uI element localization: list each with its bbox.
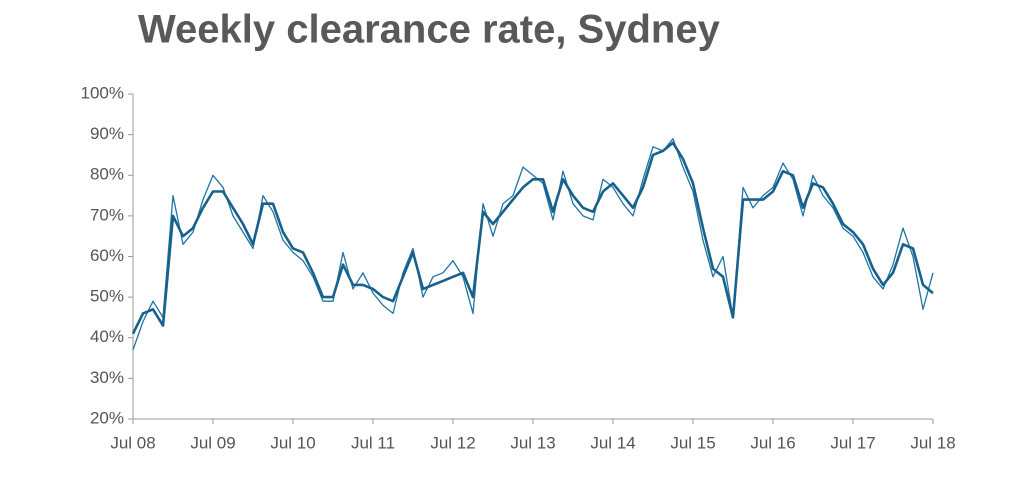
y-tick-label: 60% (90, 246, 124, 265)
x-tick-label: Jul 08 (110, 433, 155, 452)
series-line (131, 141, 934, 335)
x-tick-label: Jul 17 (830, 433, 875, 452)
x-tick-label: Jul 12 (430, 433, 475, 452)
x-tick-label: Jul 18 (910, 433, 955, 452)
y-tick-label: 80% (90, 165, 124, 184)
y-tick-label: 100% (81, 83, 124, 102)
y-tick-label: 30% (90, 368, 124, 387)
x-tick-label: Jul 11 (351, 433, 395, 452)
y-tick-label: 70% (90, 205, 124, 224)
x-tick-label: Jul 09 (190, 433, 235, 452)
x-tick-label: Jul 13 (510, 433, 555, 452)
y-tick-label: 40% (90, 327, 124, 346)
x-tick-label: Jul 10 (270, 433, 315, 452)
y-tick-label: 50% (90, 287, 124, 306)
x-tick-label: Jul 15 (670, 433, 715, 452)
series-line (132, 138, 934, 351)
y-tick-label: 20% (90, 408, 124, 427)
y-tick-label: 90% (90, 124, 124, 143)
x-tick-label: Jul 14 (590, 433, 635, 452)
x-tick-label: Jul 16 (750, 433, 795, 452)
chart-title: Weekly clearance rate, Sydney (138, 8, 721, 52)
